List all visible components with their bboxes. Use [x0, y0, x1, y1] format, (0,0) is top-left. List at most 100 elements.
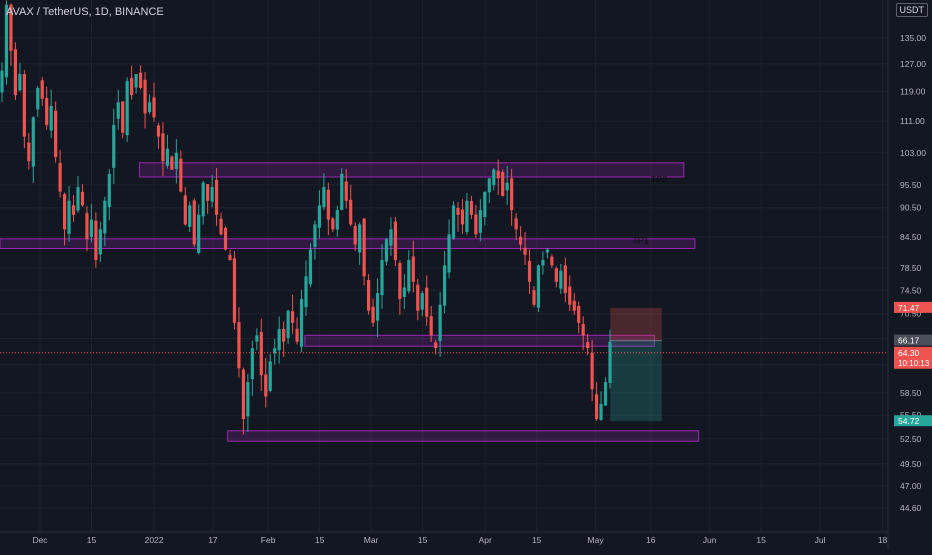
price-axis-label-bg: [894, 346, 932, 369]
candle-body: [308, 249, 313, 285]
y-tick-label: 90.50: [900, 203, 922, 213]
candle-body: [599, 403, 603, 420]
price-axis-label: 66.17: [898, 336, 920, 346]
candle-body: [545, 249, 550, 253]
candle-body: [116, 102, 120, 119]
candle-body: [228, 254, 232, 261]
price-axis-label: 71.47: [898, 303, 920, 313]
candle-body: [255, 335, 259, 342]
candle-body: [335, 210, 339, 230]
y-tick-label: 111.00: [900, 116, 925, 126]
candle-body: [282, 328, 286, 342]
candle-body: [384, 239, 389, 262]
x-tick-label: May: [588, 535, 605, 545]
candle-body: [469, 201, 474, 215]
price-axis-label-bg: [894, 334, 932, 346]
y-tick-label: 52.50: [900, 434, 922, 444]
x-tick-label: 15: [87, 535, 97, 545]
support-resistance-zone: [227, 430, 700, 442]
candle-body: [380, 260, 384, 296]
candle-body: [89, 219, 94, 237]
candle-body: [161, 133, 165, 162]
candle-body: [49, 106, 53, 131]
candle-body: [340, 173, 344, 210]
candle-body: [71, 205, 76, 215]
candle-body: [210, 187, 214, 202]
candle-body: [264, 374, 268, 397]
candle-body: [45, 97, 49, 125]
x-tick-label: Jun: [703, 535, 717, 545]
candle-body: [295, 328, 299, 342]
candle-body: [420, 293, 424, 310]
x-tick-label: Dec: [32, 535, 48, 545]
position-stop-zone: [610, 307, 662, 341]
position-target-zone: [610, 340, 662, 422]
candle-body: [9, 4, 13, 51]
candle-body: [112, 124, 116, 168]
candle-body: [523, 247, 527, 255]
candle-body: [483, 191, 487, 218]
candle-body: [532, 290, 536, 305]
candle-body: [358, 224, 362, 253]
candle-body: [313, 224, 317, 247]
candle-body: [290, 311, 295, 323]
support-resistance-zone: [138, 162, 685, 178]
candle-body: [438, 304, 442, 342]
candle-body: [138, 72, 143, 88]
y-tick-label: 47.00: [900, 481, 922, 491]
candle-body: [36, 87, 40, 110]
y-tick-label: 135.00: [900, 33, 926, 43]
candle-body: [67, 200, 71, 234]
candle-body: [192, 200, 196, 245]
candle-body: [98, 229, 102, 255]
candle-body: [27, 142, 31, 162]
candle-body: [22, 74, 26, 137]
y-tick-label: 44.60: [900, 503, 922, 513]
annotation-label: TP1: [632, 235, 649, 245]
candle-body: [40, 80, 44, 99]
x-tick-label: 2022: [145, 535, 164, 545]
candle-body: [165, 148, 170, 166]
x-tick-label: Mar: [364, 535, 379, 545]
support-resistance-zone: [0, 238, 696, 250]
x-tick-label: 16: [646, 535, 656, 545]
x-tick-label: 17: [208, 535, 218, 545]
candle-body: [170, 156, 174, 170]
candle-body: [152, 97, 156, 118]
candle-body: [366, 280, 371, 311]
candle-body: [188, 205, 192, 227]
candle-body: [304, 276, 308, 308]
candle-body: [594, 394, 599, 420]
candle-body: [568, 286, 572, 305]
candle-body: [331, 218, 335, 230]
candle-body: [214, 179, 219, 215]
x-tick-label: 15: [756, 535, 766, 545]
candle-body: [456, 207, 460, 215]
candle-body: [201, 182, 205, 217]
currency-button[interactable]: USDT: [895, 3, 928, 17]
candle-body: [130, 77, 134, 96]
annotation-label: TP2: [651, 175, 668, 185]
candle-body: [407, 260, 411, 292]
candle-body: [4, 4, 9, 78]
candle-body: [487, 178, 491, 193]
candle-body: [536, 265, 541, 308]
y-tick-label: 49.50: [900, 459, 922, 469]
candle-body: [125, 80, 129, 136]
candle-body: [143, 79, 147, 114]
candle-body: [563, 265, 567, 294]
y-tick-label: 103.00: [900, 148, 926, 158]
candle-body: [232, 258, 237, 323]
candle-body: [402, 287, 406, 297]
candle-body: [0, 70, 4, 93]
candle-body: [326, 189, 330, 220]
candle-body: [460, 209, 465, 225]
y-tick-label: 74.50: [900, 285, 922, 295]
candle-body: [134, 74, 138, 88]
x-tick-label: Jul: [815, 535, 826, 545]
candle-body: [518, 236, 523, 245]
candle-body: [442, 265, 447, 306]
ticker-title: AVAX / TetherUS, 1D, BINANCE: [6, 6, 164, 18]
